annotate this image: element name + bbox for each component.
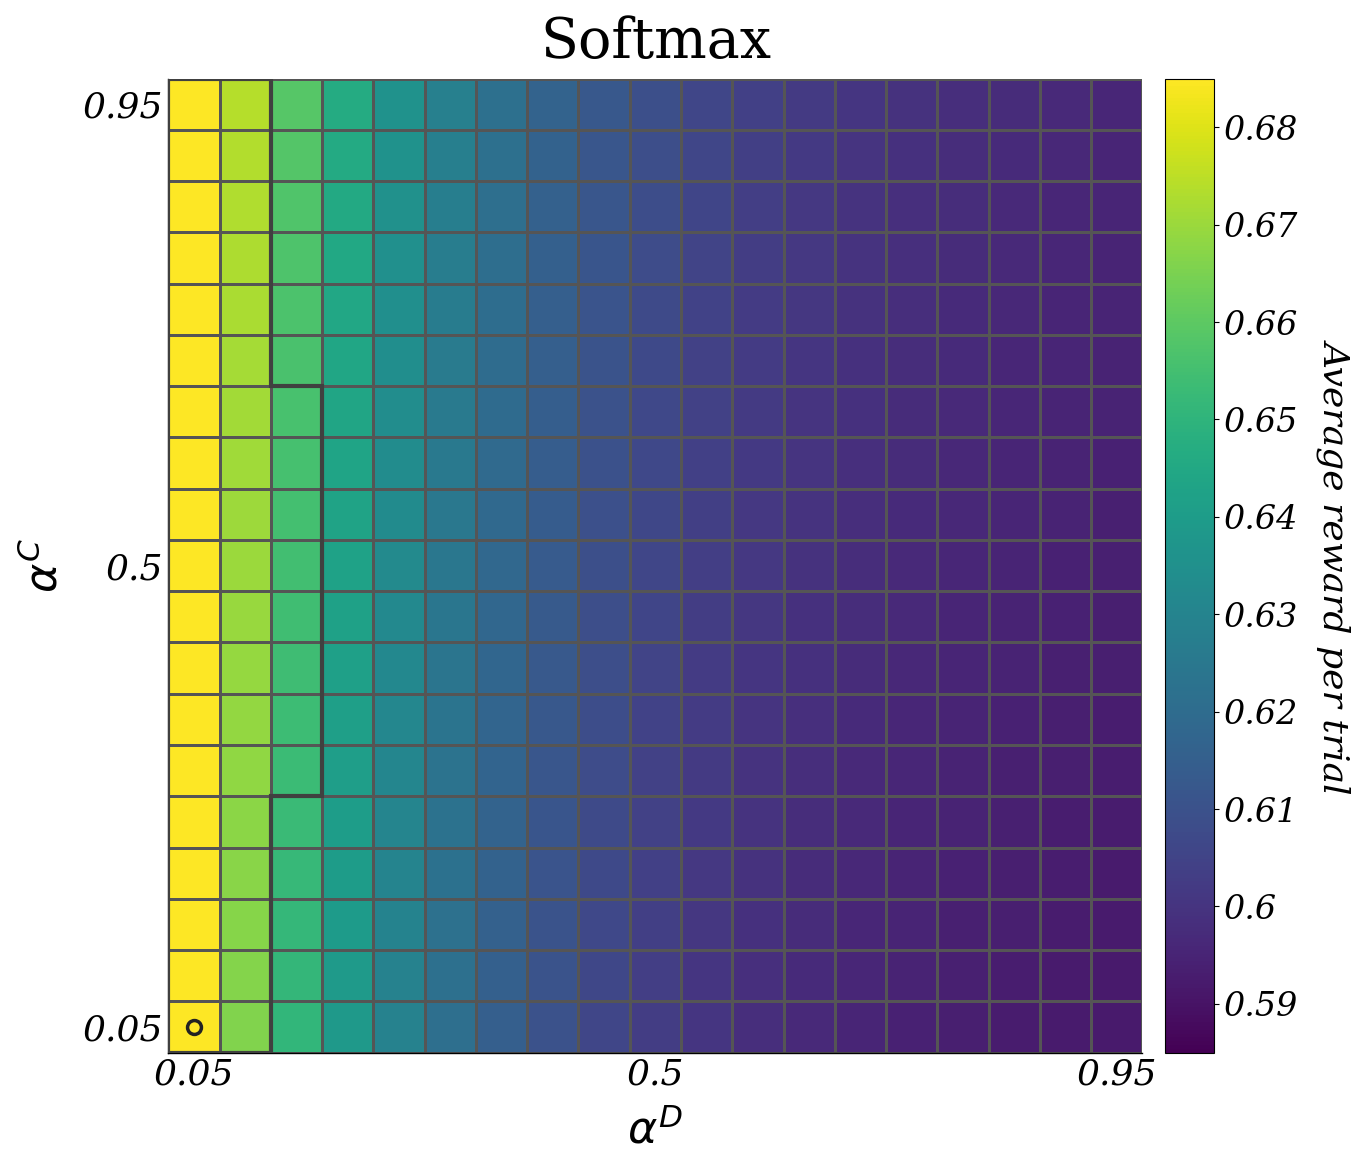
Y-axis label: Average reward per trial: Average reward per trial	[1320, 338, 1354, 792]
Title: Softmax: Softmax	[539, 15, 771, 70]
X-axis label: $\alpha^D$: $\alpha^D$	[627, 1109, 683, 1152]
Y-axis label: $\alpha^C$: $\alpha^C$	[22, 538, 66, 593]
